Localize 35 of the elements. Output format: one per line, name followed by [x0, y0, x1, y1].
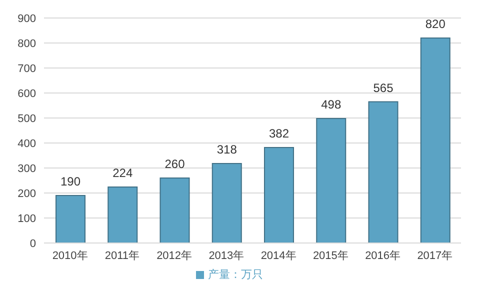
bar [56, 195, 86, 243]
y-tick-label: 100 [18, 212, 36, 225]
bar [368, 101, 398, 243]
y-tick-label: 900 [18, 12, 36, 25]
bar [264, 147, 294, 243]
data-label: 382 [268, 126, 290, 140]
x-tick-label: 2017年 [417, 250, 453, 262]
y-tick-label: 700 [18, 62, 36, 75]
bar [212, 163, 242, 243]
x-tick-label: 2010年 [52, 250, 88, 262]
bar [160, 178, 190, 243]
x-tick-label: 2012年 [156, 250, 192, 262]
x-tick-label: 2013年 [208, 250, 244, 262]
bar [316, 118, 346, 243]
y-tick-label: 600 [18, 88, 36, 100]
data-label: 318 [216, 142, 238, 156]
bar [420, 38, 450, 243]
y-tick-label: 200 [18, 188, 36, 200]
data-label: 260 [164, 157, 186, 171]
legend-label: 产量：万只 [208, 269, 263, 281]
bar [108, 186, 138, 243]
x-tick-label: 2014年 [260, 250, 296, 262]
y-tick-label: 400 [18, 138, 36, 150]
data-label: 224 [112, 166, 133, 180]
x-tick-label: 2015年 [312, 250, 348, 262]
x-tick-label: 2011年 [104, 250, 140, 262]
data-label: 498 [321, 98, 342, 112]
x-tick-label: 2016年 [365, 250, 401, 262]
y-tick-label: 0 [30, 238, 36, 250]
y-tick-label: 300 [18, 162, 36, 175]
data-label: 820 [425, 17, 446, 31]
data-label: 190 [60, 174, 81, 188]
y-tick-label: 500 [18, 112, 36, 125]
y-tick-label: 800 [18, 38, 36, 50]
data-label: 565 [373, 80, 394, 95]
